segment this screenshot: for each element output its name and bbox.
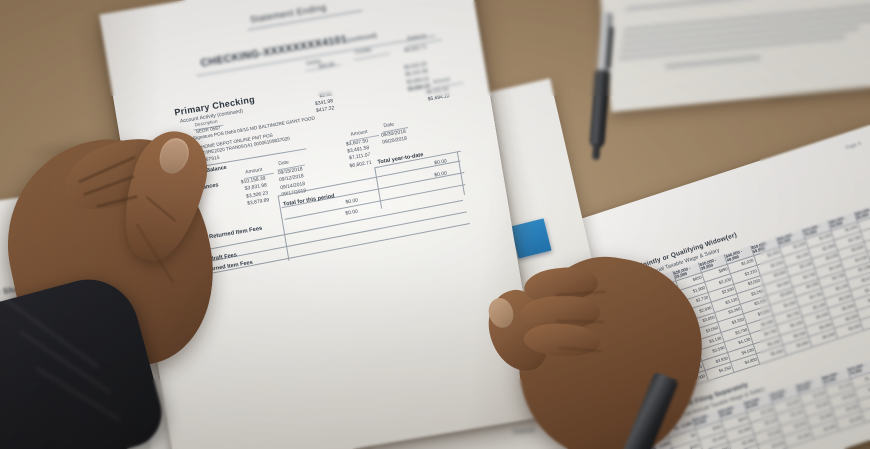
ytd-value: $0.00 <box>433 158 448 167</box>
mid-amount-values: $3,607.50 $3,491.58 $7,111.07 $6,602.71 <box>346 138 373 170</box>
balance-opening-value: $6,652.71 <box>403 44 428 54</box>
daily-amount-values: $10,158.39 $3,831.98 $3,306.23 $3,879.89 <box>240 175 270 208</box>
doc-signature-line <box>665 55 761 69</box>
total-ytd-header: Total year-to-date <box>377 152 424 166</box>
daily-date-header: Date <box>277 159 290 168</box>
mid-date-values: 09/30/2018 09/20/2018 <box>381 129 408 147</box>
column-header-balance: Balance <box>407 32 427 43</box>
mid-date-header: Date <box>383 121 395 130</box>
pen-tip <box>592 143 601 161</box>
ytd-value: $0.00 <box>433 170 448 179</box>
period-value: $0.00 <box>345 208 359 217</box>
tax-table-page-number: Page 4 <box>844 140 862 152</box>
debit-value: $44.99 <box>318 61 335 71</box>
right-amount-values: $6,101.54 $5,684.22 <box>426 86 450 104</box>
fee-table-line <box>168 199 463 258</box>
account-continued-label: (continued) <box>346 33 378 45</box>
doc-line <box>625 0 756 11</box>
bottom-doc-label: Subtotal <box>512 427 535 437</box>
column-header-credits: Credits <box>354 47 373 56</box>
debit-values-list: $3.51 $341.98 $417.32 <box>313 91 335 115</box>
debit-value: $417.32 <box>315 105 335 115</box>
